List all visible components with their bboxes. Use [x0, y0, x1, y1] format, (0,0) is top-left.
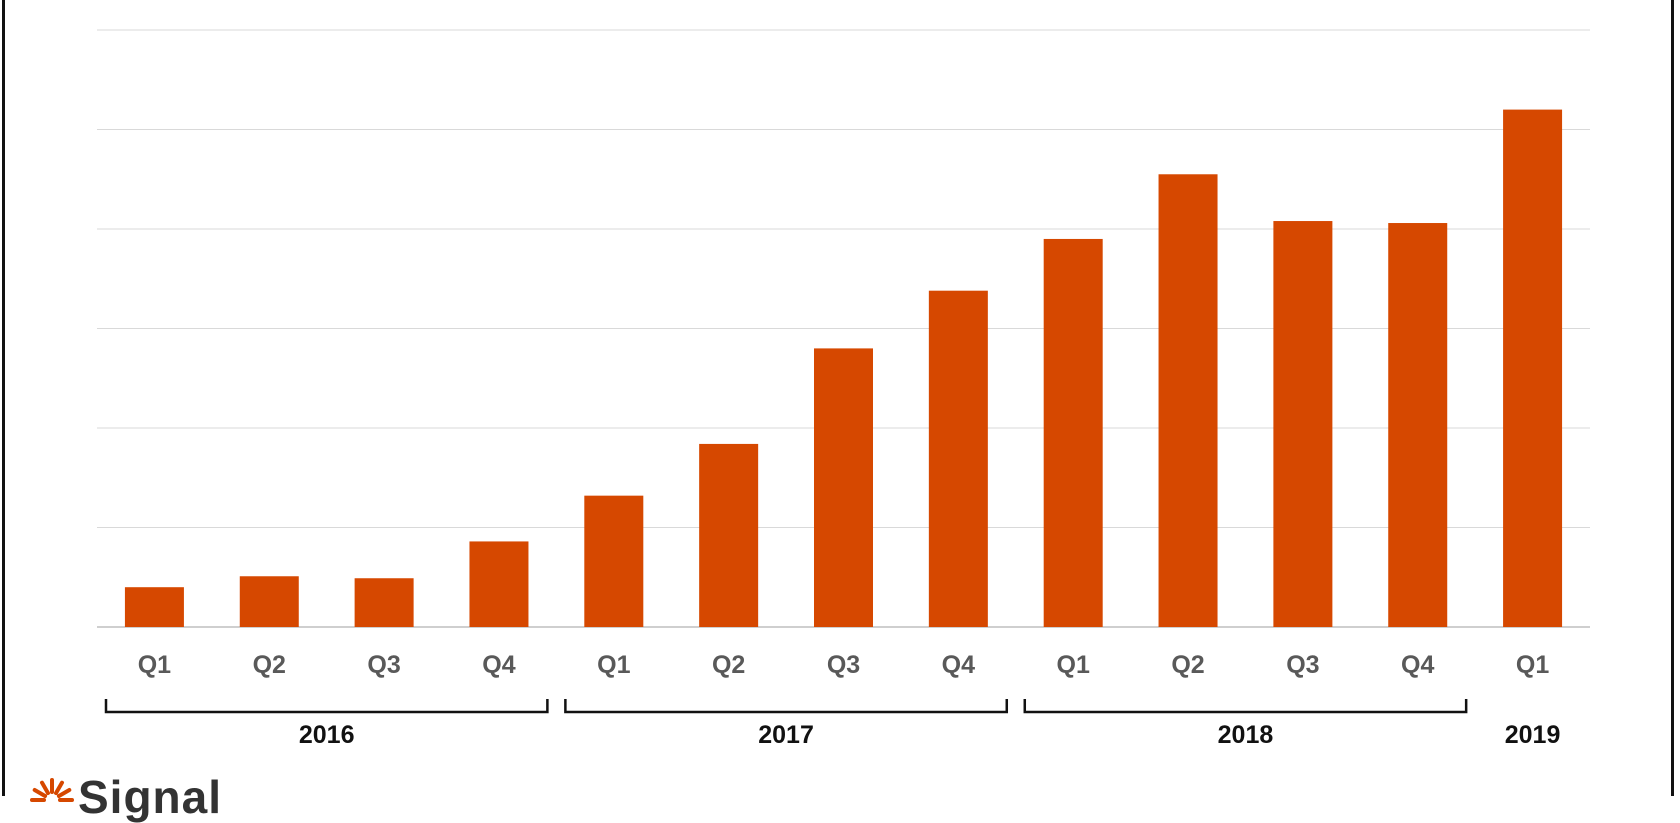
- year-bracket: [104, 699, 549, 714]
- year-label: 2016: [299, 721, 355, 749]
- bar: [354, 578, 414, 627]
- bar: [1043, 238, 1103, 627]
- category-label: Q1: [597, 651, 630, 679]
- bar: [1503, 109, 1563, 628]
- category-label: Q3: [367, 651, 400, 679]
- bar: [584, 495, 644, 627]
- bar: [699, 443, 759, 627]
- category-label: Q3: [1286, 651, 1319, 679]
- category-label: Q4: [942, 651, 975, 679]
- year-bracket: [564, 699, 1009, 714]
- category-label: Q2: [1171, 651, 1204, 679]
- category-labels: Q1 Q2 Q3 Q4 Q1 Q2 Q3 Q4 Q1 Q2 Q3 Q4 Q1: [138, 651, 1550, 679]
- bar: [1388, 223, 1448, 627]
- chart-frame: [2, 0, 1674, 796]
- year-label: 2019: [1505, 721, 1561, 749]
- bar: [814, 348, 873, 627]
- category-label: Q1: [1057, 651, 1090, 679]
- category-label: Q1: [1516, 651, 1549, 679]
- category-label: Q2: [253, 651, 286, 679]
- sun-icon: [30, 778, 74, 802]
- bar-chart: Q1 Q2 Q3 Q4 Q1 Q2 Q3 Q4 Q1 Q2 Q3 Q4 Q1 2016 2017 2018 2…: [97, 29, 1590, 749]
- bar: [1158, 174, 1218, 627]
- category-label: Q1: [138, 651, 171, 679]
- bar: [469, 541, 529, 627]
- category-label: Q3: [827, 651, 860, 679]
- bar: [1273, 221, 1333, 628]
- bar: [928, 290, 988, 627]
- category-label: Q2: [712, 651, 745, 679]
- category-label: Q4: [482, 651, 515, 679]
- bar: [124, 587, 184, 627]
- logo-text: Signal: [78, 771, 223, 823]
- year-groups: 2016 2017 2018 2019: [104, 699, 1561, 749]
- year-label: 2018: [1218, 721, 1274, 749]
- category-label: Q4: [1401, 651, 1434, 679]
- year-bracket: [1023, 699, 1468, 714]
- bars: [124, 109, 1563, 628]
- year-label: 2017: [758, 721, 814, 749]
- bar: [239, 576, 299, 627]
